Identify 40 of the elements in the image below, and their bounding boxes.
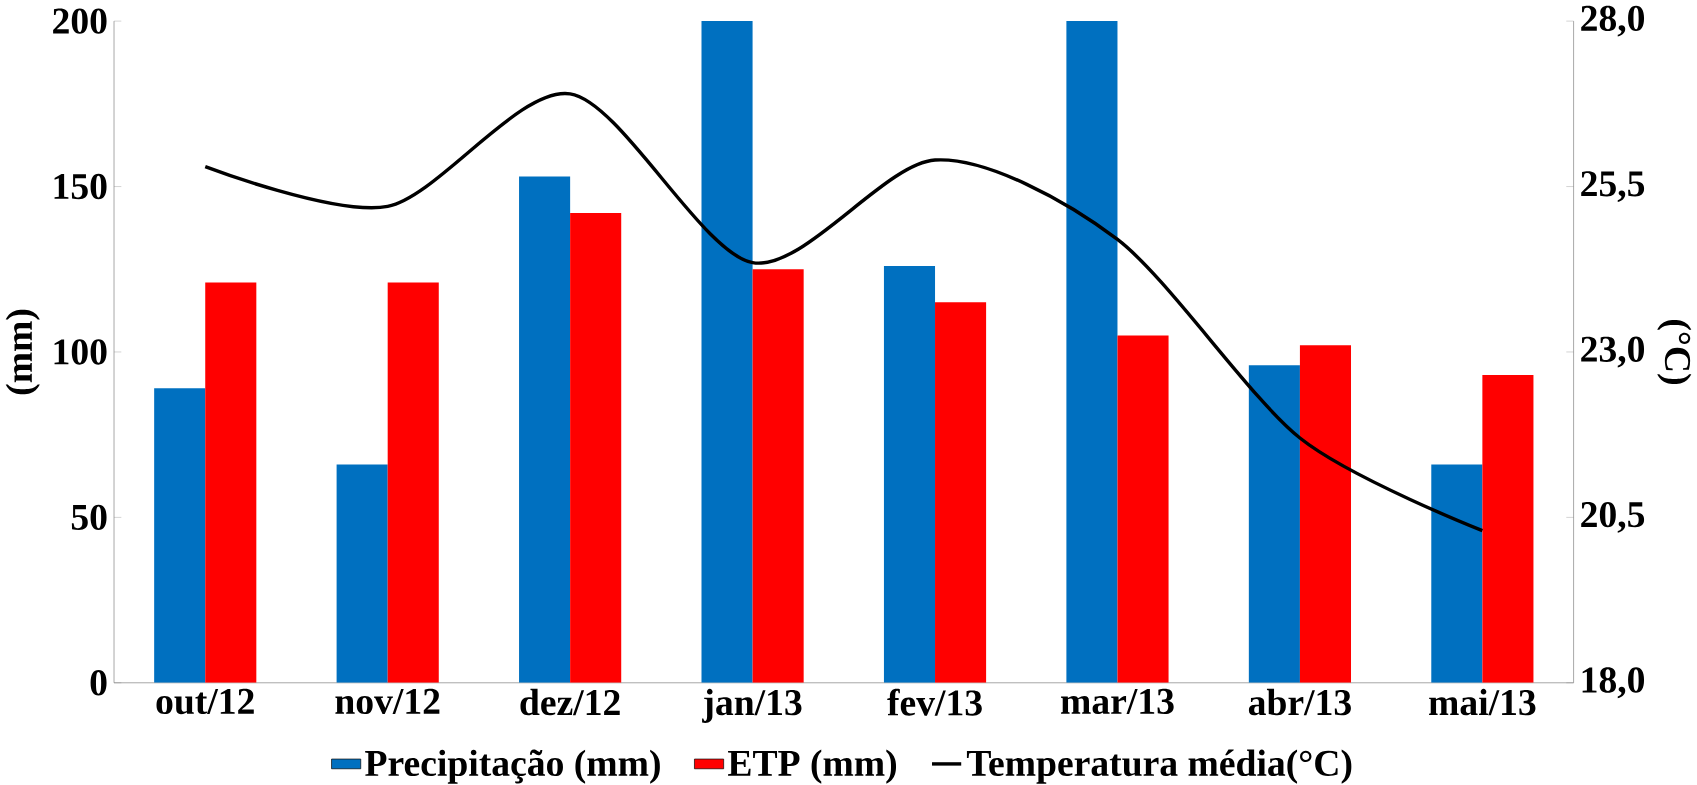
y2-tick-label: 18,0 — [1582, 667, 1645, 699]
y-tick-label: 0 — [90, 670, 107, 696]
x-tick-label: jan/13 — [702, 688, 802, 723]
bar — [1117, 335, 1169, 683]
bar — [570, 212, 622, 683]
y-tick-label: 150 — [54, 173, 107, 200]
x-tick-label: fev/13 — [887, 688, 982, 716]
bar — [1482, 375, 1534, 683]
bar — [935, 302, 987, 683]
y-axis-title: (mm) — [5, 309, 40, 395]
bar — [1248, 365, 1300, 683]
bar — [387, 282, 439, 683]
bar — [1299, 345, 1352, 683]
x-tick-label: abr/13 — [1248, 688, 1351, 716]
bar — [519, 176, 571, 683]
legend-label: Temperatura média(°C) — [966, 749, 1352, 784]
x-tick-label: dez/12 — [520, 688, 620, 716]
y2-axis-title: (°C) — [1657, 319, 1692, 384]
bar — [205, 282, 257, 683]
bar — [154, 388, 206, 683]
y2-tick-label: 28,0 — [1581, 5, 1645, 37]
x-tick-label: out/12 — [156, 688, 254, 715]
bar — [1066, 21, 1118, 683]
x-tick-label: mar/13 — [1061, 688, 1174, 715]
bar — [883, 265, 936, 683]
line-series — [203, 92, 1485, 533]
y2-tick-label: 25,5 — [1581, 171, 1645, 202]
x-tick-label: nov/12 — [335, 688, 440, 715]
legend-label: ETP (mm) — [728, 749, 897, 784]
y-tick-label: 100 — [54, 339, 107, 365]
x-tick-label: mai/13 — [1429, 688, 1536, 716]
bar — [701, 21, 753, 683]
y2-tick-label: 20,5 — [1581, 501, 1645, 533]
y-tick-label: 50 — [71, 504, 107, 531]
y2-tick-label: 23,0 — [1581, 336, 1645, 368]
bar — [1431, 464, 1483, 683]
legend-label: Precipitação (mm) — [365, 749, 660, 784]
y-tick-label: 200 — [53, 8, 107, 34]
bar — [336, 464, 388, 683]
bar — [752, 269, 804, 683]
